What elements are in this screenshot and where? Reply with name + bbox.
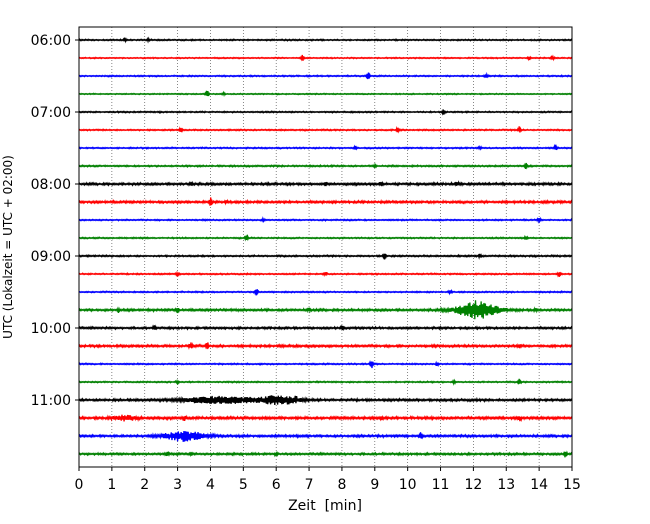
trace-0915: [78, 270, 573, 278]
trace-0800: [78, 180, 573, 187]
trace-1115: [78, 414, 573, 423]
trace-0845: [78, 234, 573, 242]
x-tick-label: 11: [432, 477, 450, 493]
trace-0945: [78, 300, 573, 320]
trace-1015: [78, 342, 573, 350]
trace-0715: [78, 125, 573, 134]
y-axis-ticks: 06:00 07:00 08:00 09:00 10:00 11:00: [31, 33, 79, 409]
trace-0630: [78, 71, 573, 80]
trace-0930: [78, 288, 573, 296]
trace-0900: [78, 253, 573, 260]
x-tick-label: 1: [107, 477, 116, 493]
trace-0615: [78, 54, 573, 62]
plot-frame: [78, 26, 573, 468]
x-tick-label: 12: [464, 477, 482, 493]
x-tick-label: 15: [563, 477, 581, 493]
x-tick-label: 5: [239, 477, 248, 493]
x-tick-label: 7: [305, 477, 314, 493]
y-axis-label: UTC (Lokalzeit = UTC + 02:00): [1, 155, 15, 339]
x-tick-label: 3: [173, 477, 182, 493]
trace-0700: [78, 109, 573, 116]
x-tick-label: 10: [399, 477, 417, 493]
y-tick-label: 09:00: [31, 249, 71, 265]
y-tick-label: 10:00: [31, 321, 71, 337]
grid-lines: [111, 27, 540, 467]
x-tick-label: 9: [370, 477, 379, 493]
x-tick-label: 13: [497, 477, 515, 493]
trace-1045: [78, 378, 573, 386]
traces: [78, 36, 573, 458]
trace-0600: [78, 36, 573, 44]
y-tick-label: 11:00: [31, 393, 71, 409]
trace-1030: [78, 359, 573, 369]
trace-0815: [78, 197, 573, 206]
x-tick-label: 6: [272, 477, 281, 493]
x-axis-ticks: 0 1 2 3 4 5 6 7 8 9 10 11 12 13 14 15: [75, 467, 581, 493]
x-tick-label: 14: [530, 477, 548, 493]
x-tick-label: 2: [140, 477, 149, 493]
y-tick-label: 08:00: [31, 177, 71, 193]
trace-0730: [78, 143, 573, 151]
x-axis-label: Zeit [min]: [288, 498, 362, 514]
x-tick-label: 4: [206, 477, 215, 493]
trace-0745: [78, 162, 573, 170]
trace-0645: [78, 90, 573, 97]
trace-1145: [78, 450, 573, 458]
y-tick-label: 06:00: [31, 33, 71, 49]
trace-1130: [78, 430, 573, 442]
trace-0830: [78, 216, 573, 224]
y-tick-label: 07:00: [31, 105, 71, 121]
x-tick-label: 0: [75, 477, 84, 493]
x-tick-label: 8: [337, 477, 346, 493]
trace-1000: [78, 324, 573, 332]
trace-1100: [78, 395, 573, 405]
